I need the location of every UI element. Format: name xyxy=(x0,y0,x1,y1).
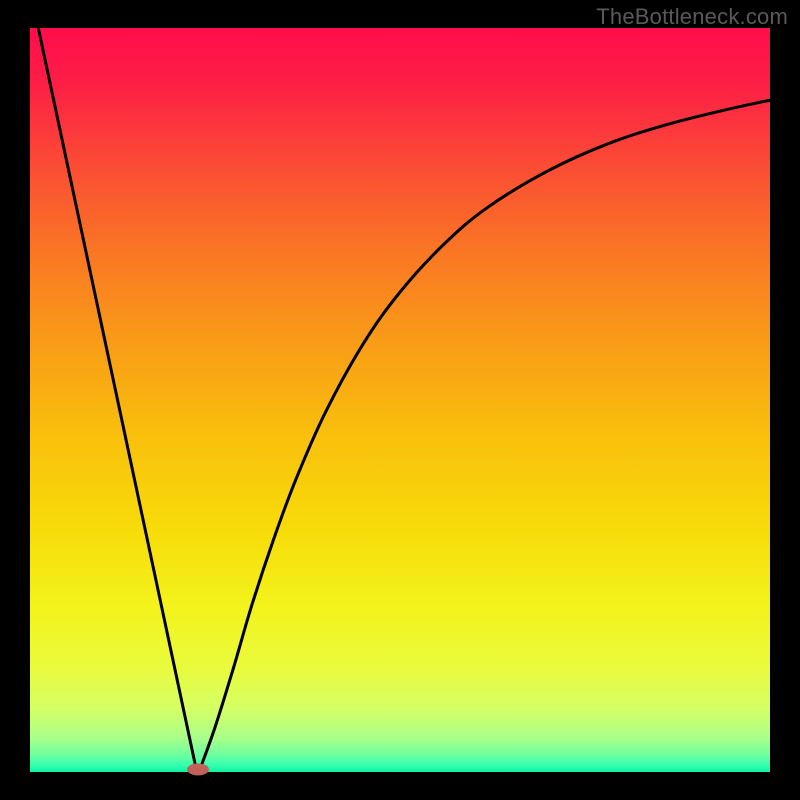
chart-container: TheBottleneck.com xyxy=(0,0,800,800)
bottleneck-chart xyxy=(0,0,800,800)
minimum-marker xyxy=(187,763,209,775)
plot-background xyxy=(30,28,770,772)
watermark-text: TheBottleneck.com xyxy=(596,4,788,30)
